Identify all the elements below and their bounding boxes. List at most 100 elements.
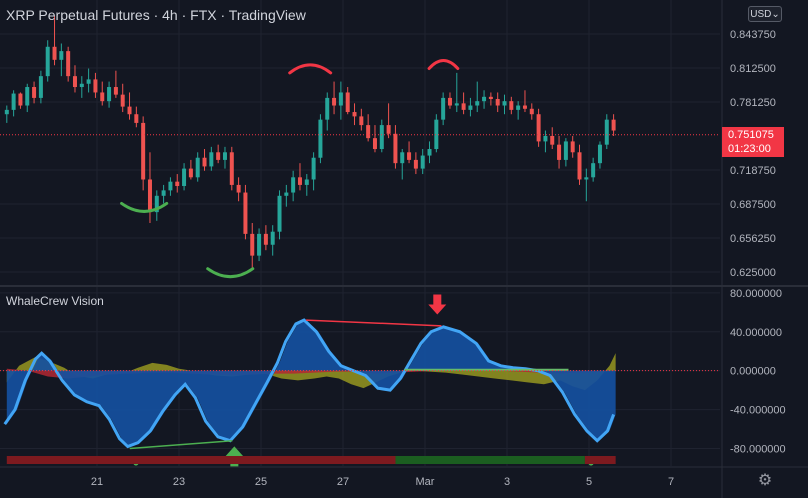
candle-body [291,177,296,193]
candle-body [4,109,9,115]
price-tick-label: 0.781250 [730,97,776,109]
candle-body [509,101,514,110]
candle-body [522,105,527,109]
candle [468,97,473,117]
candle [441,92,446,126]
candle-body [188,168,193,178]
candle [461,92,466,115]
candle-body [25,87,30,106]
candle [591,157,596,182]
candle-body [120,94,125,107]
price-tick-label: 0.656250 [730,233,776,245]
candle [318,114,323,164]
candle [379,119,384,153]
candle [86,68,91,93]
indicator-tick-label: 40.000000 [730,327,782,339]
candle [182,163,187,191]
candle-body [86,79,91,84]
bottom-arc [120,201,169,213]
candle-body [488,96,493,99]
price-pane[interactable] [0,16,720,279]
candle-body [222,152,227,160]
candle [209,146,214,171]
candle [407,141,412,164]
candle-body [243,192,248,234]
candle-body [93,79,98,93]
candle [359,108,364,131]
candle-body [277,195,282,232]
candle [570,135,575,158]
candle-body [591,163,596,178]
candle-body [100,92,105,102]
candle-body [611,119,616,131]
candle [325,92,330,131]
candle-body [66,51,71,77]
candle [584,168,589,202]
status-bar-segment [395,456,585,464]
blue-wave-line [3,318,616,449]
candle-body [52,46,57,60]
candle [502,94,507,115]
candle-body [11,93,16,110]
time-tick-label: Mar [416,476,435,488]
candle [195,152,200,182]
candle [516,101,521,120]
candle [557,135,562,169]
candle-body [366,125,371,139]
candle [447,92,452,109]
candle [229,146,234,191]
time-tick-label: 5 [586,476,592,488]
candle-body [257,233,262,256]
candle-body [461,103,466,110]
candle [257,228,262,262]
candle [338,81,343,120]
last-price-value: 0.751075 [728,129,774,141]
candle [250,222,255,269]
indicator-pane[interactable] [0,294,720,467]
candle-body [352,112,357,117]
candle-body [516,105,521,110]
candle [216,144,221,164]
candle-body [168,181,173,191]
chevron-down-icon: ⌄ [771,9,780,20]
candle [454,72,459,113]
time-tick-label: 7 [668,476,674,488]
candle [536,108,541,147]
candle [79,76,84,98]
candle [93,72,98,98]
chart-title: XRP Perpetual Futures · 4h · FTX · Tradi… [6,7,306,23]
candle-body [550,135,555,145]
candle [611,114,616,136]
candle-body [263,233,268,245]
candle-body [400,152,405,164]
candle [400,149,405,180]
bottom-arc [206,267,255,279]
candle [141,116,146,191]
candle [543,130,548,153]
gear-icon[interactable]: ⚙ [757,472,773,489]
candle-body [161,190,166,196]
candle [277,190,282,240]
candle-body [134,114,139,123]
candle-body [270,231,275,245]
candle-body [332,97,337,106]
candle-body [557,144,562,160]
status-bar-segment [6,456,396,464]
candle-body [38,76,43,98]
candle-body [154,195,159,213]
axes: 0.843750 0.812500 0.781250 0.718750 0.687500… [91,29,786,488]
candle-body [393,133,398,164]
candle-body [413,159,418,169]
candle [413,152,418,175]
candle [366,114,371,142]
candle-body [584,177,589,180]
time-tick-label: 25 [255,476,267,488]
price-tick-label: 0.625000 [730,267,776,279]
candle-body [209,152,214,167]
candle-body [79,83,84,88]
candle-body [250,233,255,256]
candle [372,125,377,153]
candle-body [236,184,241,193]
currency-button[interactable]: USD⌄ [748,6,782,22]
